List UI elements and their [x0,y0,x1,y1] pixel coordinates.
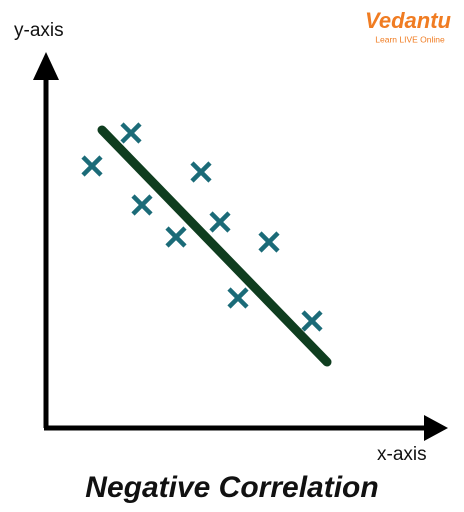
point-marker [190,161,212,183]
y-axis-label: y-axis [14,20,64,41]
x-axis-label: x-axis [377,444,427,465]
point-marker [81,155,103,177]
logo-tagline: Learn LIVE Online [375,34,445,44]
point-marker [227,287,249,309]
trend-line [97,125,332,367]
point-marker [165,226,187,248]
y-axis-arrow [33,52,59,80]
diagram-title: Negative Correlation [85,471,378,504]
point-marker [131,194,153,216]
x-axis-arrow [424,415,448,441]
point-marker [301,310,323,332]
point-marker [258,231,280,253]
point-marker [209,211,231,233]
point-marker [120,122,142,144]
logo-name: Vedantu [365,8,452,33]
